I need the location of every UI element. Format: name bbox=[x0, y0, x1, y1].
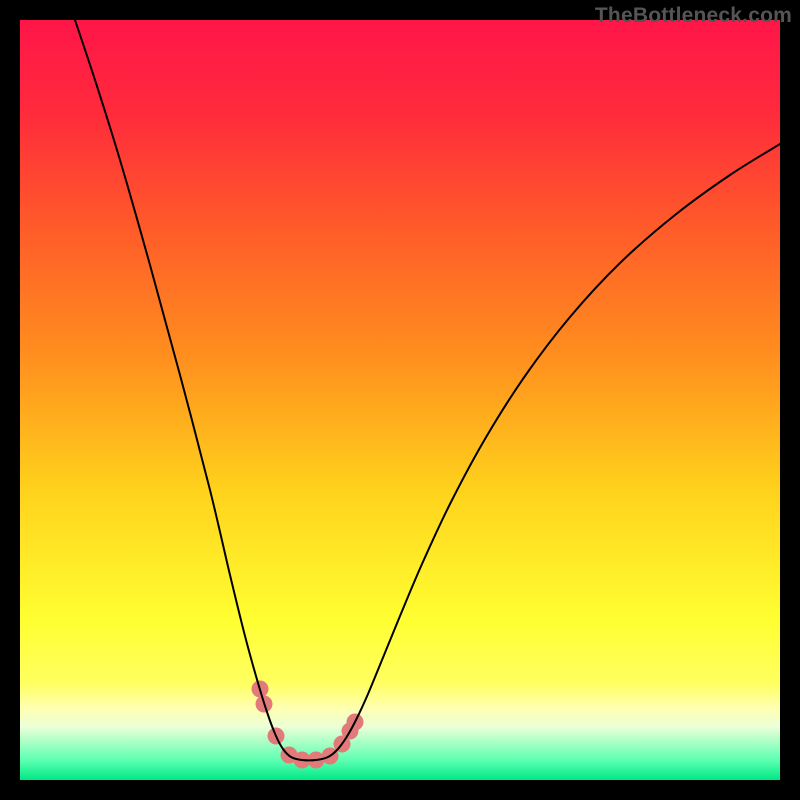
chart-stage: TheBottleneck.com bbox=[0, 0, 800, 800]
watermark-text: TheBottleneck.com bbox=[595, 4, 792, 28]
plot-background bbox=[20, 20, 780, 780]
chart-svg bbox=[0, 0, 800, 800]
